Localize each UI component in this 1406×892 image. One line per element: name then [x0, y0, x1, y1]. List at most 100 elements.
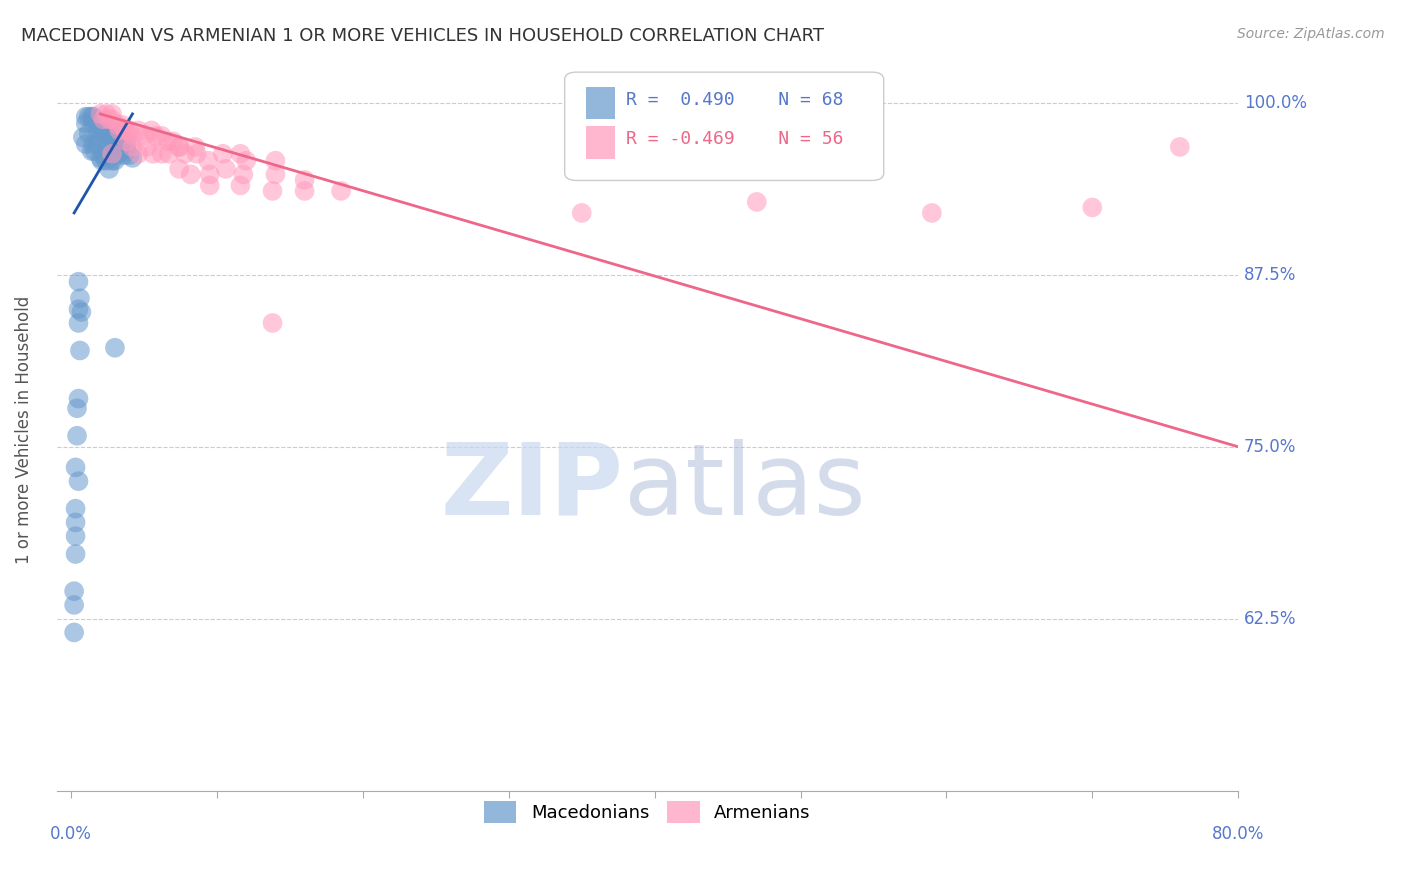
Legend: Macedonians, Armenians: Macedonians, Armenians: [475, 792, 820, 832]
Point: [66, 401, 89, 416]
Point: [136, 140, 159, 154]
Point: [72, 130, 94, 145]
Point: [101, 107, 124, 121]
Point: [96, 123, 118, 137]
Point: [82, 110, 104, 124]
Point: [101, 137, 124, 152]
Point: [212, 146, 235, 161]
Point: [91, 116, 114, 130]
Text: ZIP: ZIP: [441, 439, 624, 536]
Text: R = -0.469    N = 56: R = -0.469 N = 56: [626, 130, 844, 148]
Point: [65, 501, 87, 516]
Point: [264, 168, 287, 182]
Point: [571, 206, 593, 220]
Point: [121, 151, 143, 165]
Y-axis label: 1 or more Vehicles in Household: 1 or more Vehicles in Household: [15, 295, 32, 564]
Point: [112, 148, 135, 162]
Point: [121, 140, 143, 154]
Point: [121, 128, 143, 143]
Point: [262, 184, 284, 198]
Point: [921, 206, 943, 220]
Point: [114, 123, 136, 137]
Point: [90, 153, 112, 168]
Point: [77, 126, 100, 140]
Point: [86, 123, 108, 137]
Point: [65, 516, 87, 530]
Point: [162, 135, 184, 149]
Point: [77, 110, 100, 124]
Text: Source: ZipAtlas.com: Source: ZipAtlas.com: [1237, 27, 1385, 41]
Point: [103, 130, 125, 145]
Point: [65, 547, 87, 561]
Point: [91, 112, 114, 127]
Point: [100, 126, 122, 140]
Point: [184, 140, 207, 154]
Point: [67, 275, 90, 289]
Point: [229, 178, 252, 193]
Point: [82, 116, 104, 130]
Point: [294, 184, 316, 198]
Point: [167, 140, 190, 154]
Point: [107, 140, 129, 154]
Point: [141, 123, 163, 137]
Point: [63, 625, 86, 640]
Text: 87.5%: 87.5%: [1244, 266, 1296, 284]
Point: [111, 118, 134, 132]
Point: [115, 135, 138, 149]
Point: [75, 116, 97, 130]
Point: [110, 137, 132, 152]
Text: 0.0%: 0.0%: [51, 825, 93, 843]
Point: [115, 137, 138, 152]
Point: [103, 137, 125, 152]
Text: MACEDONIAN VS ARMENIAN 1 OR MORE VEHICLES IN HOUSEHOLD CORRELATION CHART: MACEDONIAN VS ARMENIAN 1 OR MORE VEHICLE…: [21, 27, 824, 45]
Point: [101, 153, 124, 168]
Point: [127, 146, 149, 161]
Point: [63, 598, 86, 612]
Point: [198, 168, 221, 182]
Point: [197, 153, 219, 168]
Point: [264, 153, 287, 168]
Point: [105, 148, 128, 162]
Point: [157, 146, 180, 161]
Point: [110, 144, 132, 158]
FancyBboxPatch shape: [586, 87, 616, 119]
Point: [91, 126, 114, 140]
Point: [96, 107, 118, 121]
Point: [107, 118, 129, 132]
Point: [262, 316, 284, 330]
Point: [156, 135, 179, 149]
Point: [118, 148, 141, 162]
Point: [98, 161, 121, 176]
Point: [66, 429, 89, 443]
Point: [86, 137, 108, 152]
Point: [69, 343, 91, 358]
Point: [83, 112, 105, 127]
Point: [86, 116, 108, 130]
Point: [80, 110, 103, 124]
FancyBboxPatch shape: [565, 72, 884, 180]
Text: 100.0%: 100.0%: [1244, 94, 1308, 112]
Point: [65, 529, 87, 543]
Point: [108, 123, 131, 137]
Point: [96, 153, 118, 168]
Point: [69, 291, 91, 305]
Point: [118, 123, 141, 137]
Point: [89, 130, 111, 145]
Point: [67, 392, 90, 406]
Point: [150, 146, 173, 161]
Point: [229, 146, 252, 161]
Point: [167, 140, 190, 154]
Point: [145, 128, 167, 143]
Point: [98, 112, 121, 127]
Point: [70, 305, 93, 319]
Point: [83, 144, 105, 158]
Text: atlas: atlas: [624, 439, 866, 536]
Point: [75, 137, 97, 152]
Point: [134, 128, 156, 143]
Point: [112, 143, 135, 157]
FancyBboxPatch shape: [586, 127, 616, 159]
Point: [67, 302, 90, 317]
Point: [1081, 201, 1104, 215]
Point: [91, 120, 114, 135]
Point: [98, 130, 121, 145]
